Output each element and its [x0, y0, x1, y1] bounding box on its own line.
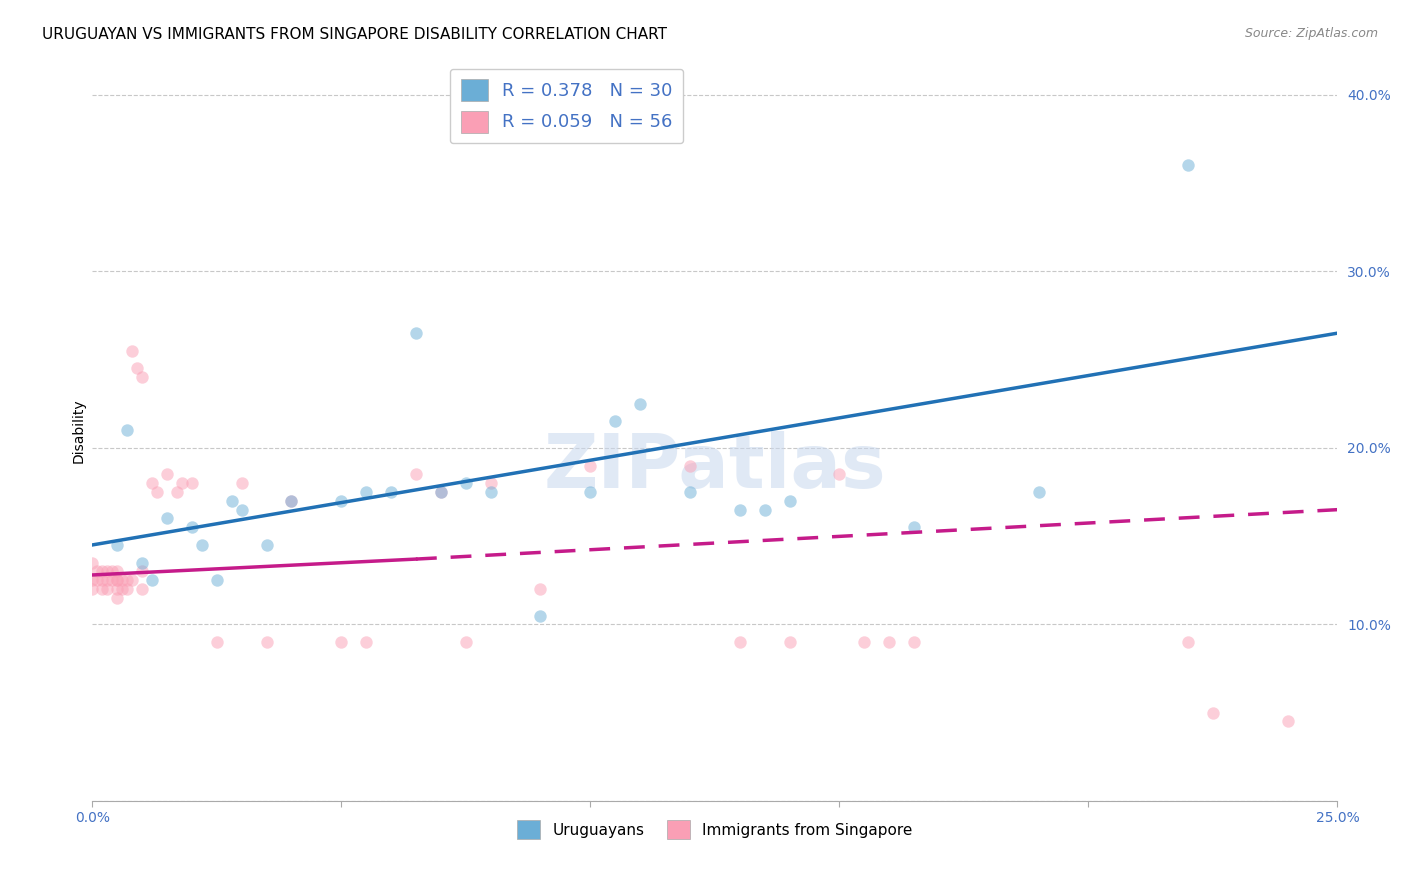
- Point: [1202, 706, 1225, 720]
- Point: [146, 485, 169, 500]
- Point: [354, 635, 377, 649]
- Point: [180, 520, 202, 534]
- Point: [86, 565, 108, 579]
- Point: [105, 538, 128, 552]
- Point: [82, 582, 104, 596]
- Point: [405, 467, 427, 482]
- Point: [205, 635, 228, 649]
- Point: [170, 476, 193, 491]
- Point: [256, 635, 278, 649]
- Point: [430, 485, 453, 500]
- Point: [91, 574, 114, 588]
- Point: [131, 556, 153, 570]
- Point: [754, 502, 776, 516]
- Point: [679, 458, 702, 473]
- Point: [1277, 714, 1299, 729]
- Point: [280, 493, 302, 508]
- Point: [82, 574, 104, 588]
- Point: [828, 467, 851, 482]
- Point: [479, 485, 502, 500]
- Y-axis label: Disability: Disability: [72, 398, 86, 463]
- Point: [280, 493, 302, 508]
- Point: [96, 582, 118, 596]
- Point: [380, 485, 402, 500]
- Point: [101, 565, 124, 579]
- Point: [1028, 485, 1050, 500]
- Point: [877, 635, 900, 649]
- Point: [180, 476, 202, 491]
- Point: [231, 476, 253, 491]
- Text: URUGUAYAN VS IMMIGRANTS FROM SINGAPORE DISABILITY CORRELATION CHART: URUGUAYAN VS IMMIGRANTS FROM SINGAPORE D…: [42, 27, 668, 42]
- Point: [131, 565, 153, 579]
- Point: [111, 582, 134, 596]
- Point: [91, 565, 114, 579]
- Point: [221, 493, 243, 508]
- Point: [479, 476, 502, 491]
- Point: [101, 574, 124, 588]
- Point: [256, 538, 278, 552]
- Point: [91, 582, 114, 596]
- Legend: Uruguayans, Immigrants from Singapore: Uruguayans, Immigrants from Singapore: [510, 814, 918, 845]
- Text: ZIPatlas: ZIPatlas: [544, 431, 886, 504]
- Point: [105, 574, 128, 588]
- Point: [779, 635, 801, 649]
- Point: [131, 370, 153, 384]
- Point: [105, 591, 128, 605]
- Point: [330, 493, 353, 508]
- Point: [579, 458, 602, 473]
- Point: [156, 467, 179, 482]
- Text: Source: ZipAtlas.com: Source: ZipAtlas.com: [1244, 27, 1378, 40]
- Point: [141, 574, 163, 588]
- Point: [903, 520, 925, 534]
- Point: [529, 608, 551, 623]
- Point: [430, 485, 453, 500]
- Point: [405, 326, 427, 341]
- Point: [454, 635, 477, 649]
- Point: [605, 414, 627, 428]
- Point: [166, 485, 188, 500]
- Point: [1177, 635, 1199, 649]
- Point: [141, 476, 163, 491]
- Point: [86, 574, 108, 588]
- Point: [125, 361, 148, 376]
- Point: [115, 423, 138, 437]
- Point: [121, 574, 143, 588]
- Point: [205, 574, 228, 588]
- Point: [105, 565, 128, 579]
- Point: [115, 574, 138, 588]
- Point: [903, 635, 925, 649]
- Point: [779, 493, 801, 508]
- Point: [115, 582, 138, 596]
- Point: [728, 502, 751, 516]
- Point: [579, 485, 602, 500]
- Point: [454, 476, 477, 491]
- Point: [156, 511, 179, 525]
- Point: [529, 582, 551, 596]
- Point: [121, 343, 143, 358]
- Point: [679, 485, 702, 500]
- Point: [105, 574, 128, 588]
- Point: [131, 582, 153, 596]
- Point: [728, 635, 751, 649]
- Point: [111, 574, 134, 588]
- Point: [354, 485, 377, 500]
- Point: [82, 556, 104, 570]
- Point: [231, 502, 253, 516]
- Point: [96, 574, 118, 588]
- Point: [853, 635, 876, 649]
- Point: [628, 397, 651, 411]
- Point: [191, 538, 214, 552]
- Point: [105, 582, 128, 596]
- Point: [1177, 159, 1199, 173]
- Point: [330, 635, 353, 649]
- Point: [96, 565, 118, 579]
